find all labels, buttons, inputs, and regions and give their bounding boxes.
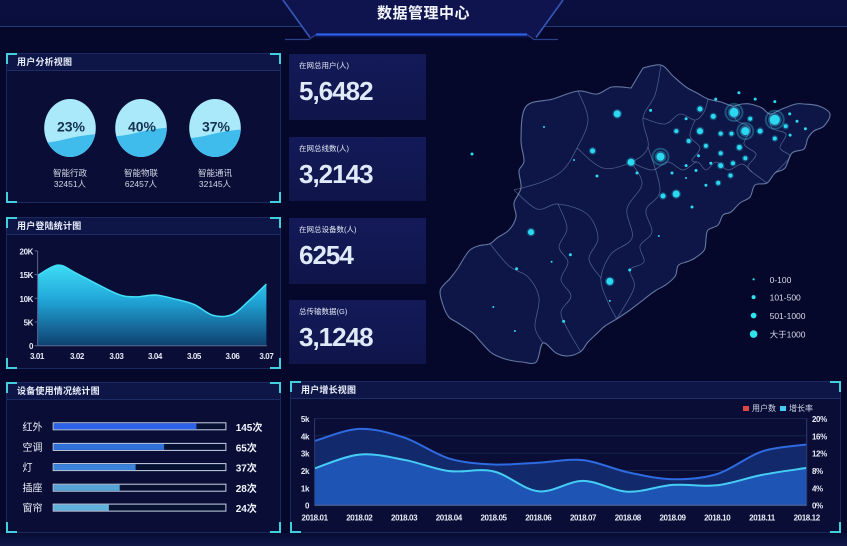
svg-text:12%: 12% [812, 450, 827, 459]
svg-text:10K: 10K [20, 295, 34, 304]
svg-text:37%: 37% [202, 119, 231, 135]
svg-text:4k: 4k [301, 432, 310, 441]
svg-text:0: 0 [305, 502, 310, 511]
svg-text:5K: 5K [24, 319, 34, 328]
svg-text:5k: 5k [301, 415, 310, 424]
svg-text:3.05: 3.05 [187, 352, 202, 361]
svg-text:0: 0 [29, 342, 34, 351]
svg-text:1k: 1k [301, 484, 310, 493]
svg-text:增长率: 增长率 [789, 403, 813, 413]
svg-text:20K: 20K [20, 247, 34, 256]
svg-text:20%: 20% [812, 415, 827, 424]
svg-text:4%: 4% [812, 484, 823, 493]
svg-text:3.02: 3.02 [70, 352, 85, 361]
svg-text:37次: 37次 [236, 462, 257, 475]
svg-text:0%: 0% [812, 502, 823, 511]
svg-text:2018.09: 2018.09 [659, 514, 686, 523]
svg-text:2018.05: 2018.05 [480, 514, 507, 523]
svg-text:3.04: 3.04 [148, 352, 163, 361]
svg-text:空调: 空调 [23, 439, 43, 454]
svg-text:用户数: 用户数 [752, 403, 776, 413]
svg-text:大于1000: 大于1000 [770, 330, 806, 340]
svg-text:2k: 2k [301, 467, 310, 476]
svg-text:2018.12: 2018.12 [794, 514, 821, 523]
svg-text:3k: 3k [301, 450, 310, 459]
svg-text:红外: 红外 [23, 418, 43, 433]
svg-text:145次: 145次 [236, 421, 263, 434]
svg-text:3.03: 3.03 [109, 352, 124, 361]
svg-text:40%: 40% [128, 119, 157, 135]
svg-text:0-100: 0-100 [770, 275, 792, 285]
svg-text:15K: 15K [20, 271, 34, 280]
svg-text:2018.08: 2018.08 [615, 514, 642, 523]
svg-text:2018.01: 2018.01 [302, 514, 329, 523]
svg-text:2018.02: 2018.02 [346, 514, 373, 523]
svg-text:101-500: 101-500 [770, 293, 801, 303]
svg-text:3.01: 3.01 [30, 352, 45, 361]
svg-text:16%: 16% [812, 432, 827, 441]
svg-text:2018.06: 2018.06 [525, 514, 552, 523]
svg-text:8%: 8% [812, 467, 823, 476]
svg-text:24次: 24次 [236, 502, 257, 515]
svg-text:65次: 65次 [236, 441, 257, 454]
svg-text:2018.03: 2018.03 [391, 514, 418, 523]
svg-text:28次: 28次 [236, 482, 257, 495]
svg-text:2018.04: 2018.04 [436, 514, 463, 523]
svg-text:2018.10: 2018.10 [704, 514, 731, 523]
svg-text:插座: 插座 [23, 480, 43, 495]
svg-text:窗帘: 窗帘 [23, 500, 43, 515]
svg-text:3.07: 3.07 [259, 352, 274, 361]
svg-text:501-1000: 501-1000 [770, 311, 806, 321]
svg-text:23%: 23% [57, 119, 86, 135]
svg-text:灯: 灯 [23, 459, 33, 474]
svg-text:2018.11: 2018.11 [749, 514, 776, 523]
svg-text:2018.07: 2018.07 [570, 514, 597, 523]
svg-text:3.06: 3.06 [226, 352, 241, 361]
